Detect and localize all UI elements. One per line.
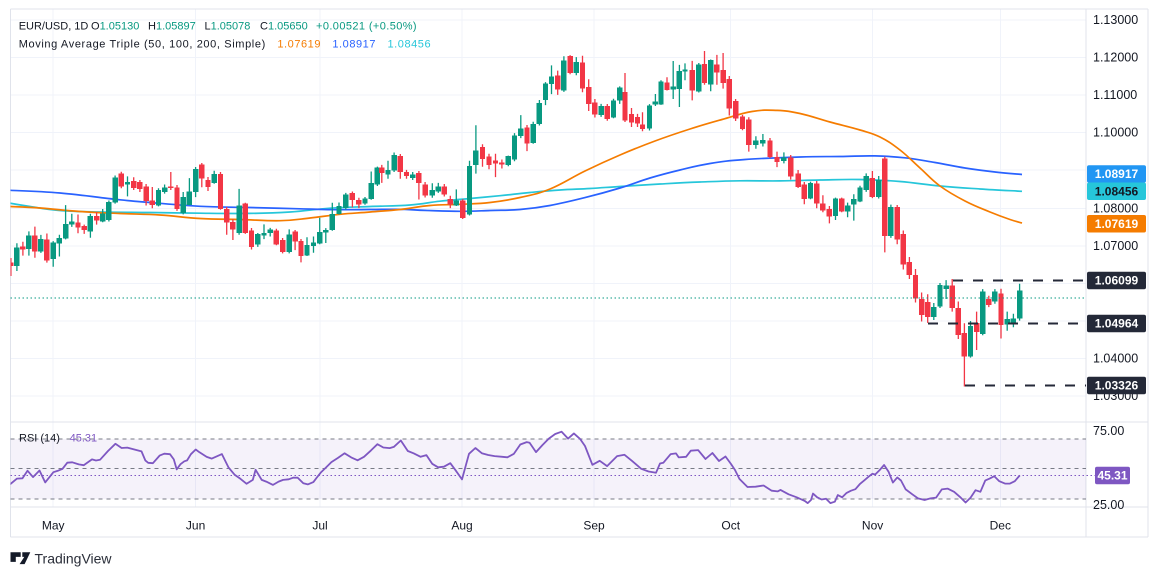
svg-text:1.08917: 1.08917: [1095, 167, 1139, 181]
svg-text:1.07619: 1.07619: [1095, 217, 1139, 231]
svg-text:May: May: [42, 519, 65, 533]
svg-text:75.00: 75.00: [1093, 424, 1124, 438]
svg-text:1.08456: 1.08456: [1095, 185, 1139, 199]
svg-text:TradingView: TradingView: [35, 551, 113, 567]
svg-text:45.31: 45.31: [1097, 469, 1127, 483]
svg-text:Sep: Sep: [583, 519, 605, 533]
svg-text:1.13000: 1.13000: [1093, 13, 1138, 27]
svg-text:1.12000: 1.12000: [1093, 51, 1138, 65]
svg-text:1.07000: 1.07000: [1093, 239, 1138, 253]
svg-text:Aug: Aug: [451, 519, 472, 533]
svg-text:Jul: Jul: [312, 519, 327, 533]
svg-text:1.04964: 1.04964: [1095, 317, 1139, 331]
svg-text:25.00: 25.00: [1093, 498, 1124, 512]
svg-text:1.04000: 1.04000: [1093, 352, 1138, 366]
svg-text:Moving Average Triple (50, 100: Moving Average Triple (50, 100, 200, Sim…: [19, 39, 431, 51]
svg-text:Jun: Jun: [186, 519, 205, 533]
svg-text:Dec: Dec: [990, 519, 1011, 533]
svg-text:1.10000: 1.10000: [1093, 126, 1138, 140]
svg-text:1.06099: 1.06099: [1095, 274, 1139, 288]
svg-text:1.11000: 1.11000: [1093, 88, 1137, 102]
svg-text:1.03326: 1.03326: [1095, 379, 1139, 393]
svg-text:RSI (14)45.31: RSI (14) 45.31: [19, 433, 97, 445]
svg-text:Oct: Oct: [721, 519, 740, 533]
svg-text:1.08000: 1.08000: [1093, 202, 1138, 216]
svg-text:Nov: Nov: [862, 519, 883, 533]
